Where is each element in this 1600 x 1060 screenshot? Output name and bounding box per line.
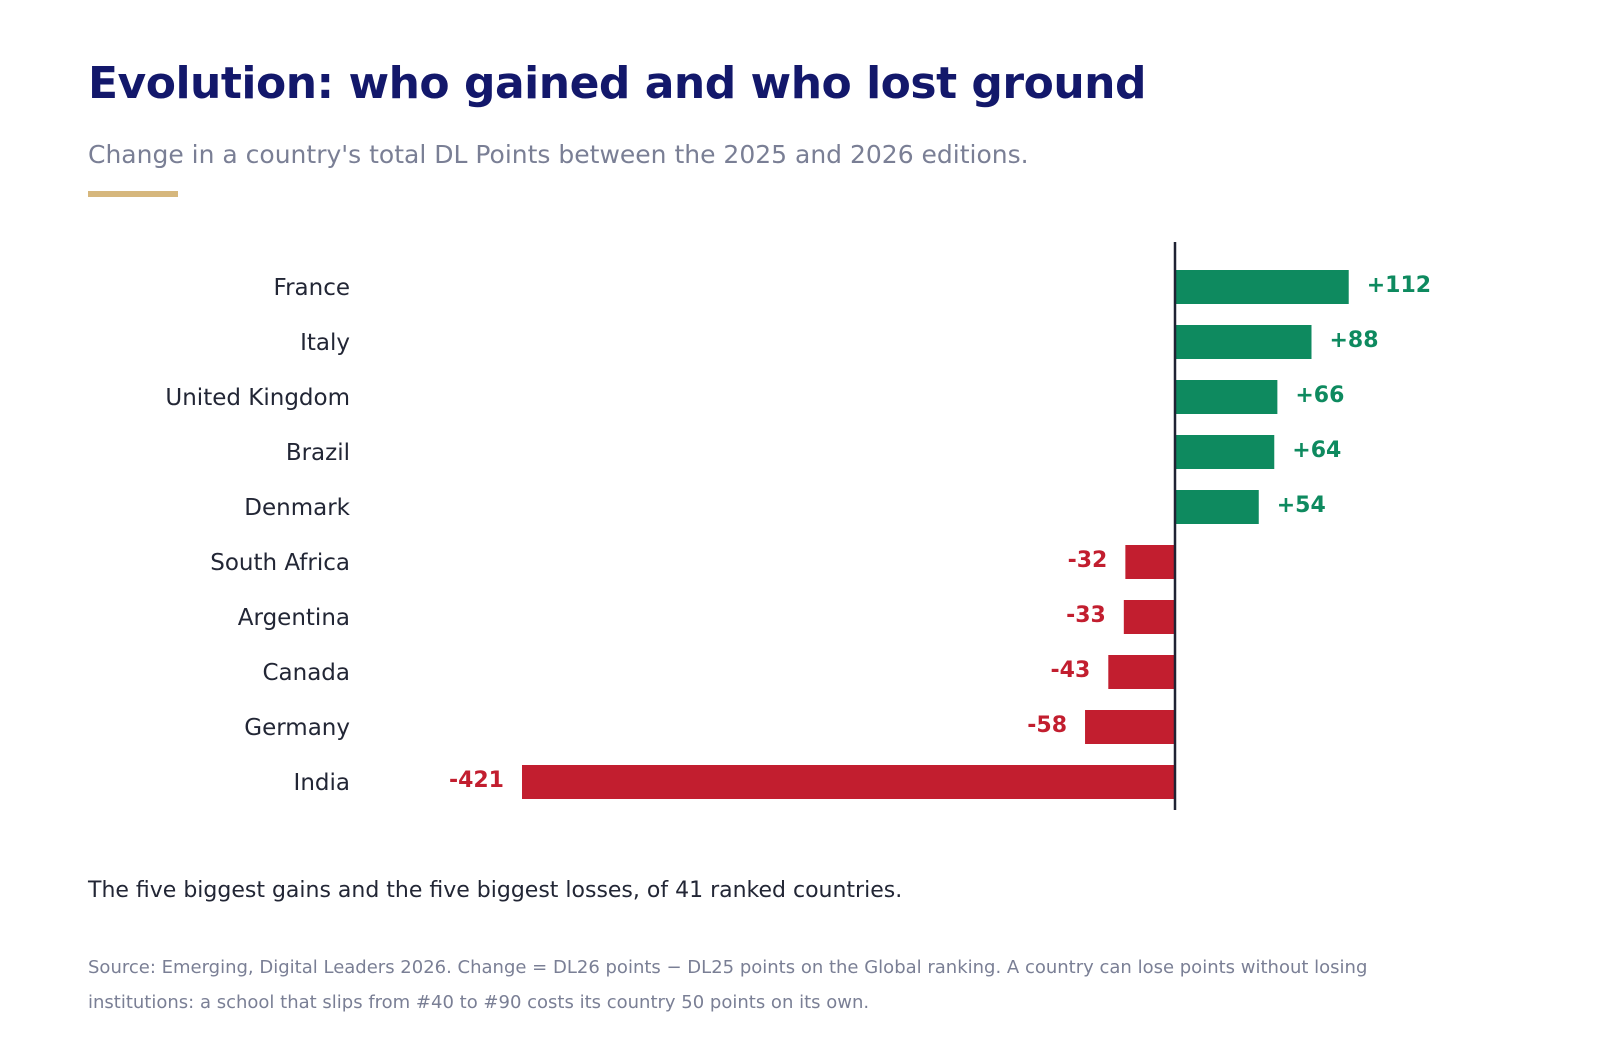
category-label-india: India [294, 770, 350, 796]
category-label-argentina: Argentina [238, 605, 350, 631]
data-label-germany: -58 [1027, 713, 1067, 738]
bar-italy [1175, 325, 1312, 359]
category-label-united-kingdom: United Kingdom [165, 385, 350, 411]
bar-brazil [1175, 435, 1275, 469]
bar-india [522, 765, 1175, 799]
bar-argentina [1123, 600, 1175, 634]
category-label-south-africa: South Africa [210, 550, 350, 576]
category-label-france: France [274, 275, 350, 301]
bar-united-kingdom [1175, 380, 1278, 414]
data-label-united-kingdom: +66 [1295, 383, 1344, 408]
category-label-italy: Italy [300, 330, 350, 356]
bar-germany [1085, 710, 1175, 744]
bar-chart: France +112 Italy +88 United Kingdom +66 Brazi… [165, 242, 1431, 810]
data-label-brazil: +64 [1292, 438, 1341, 463]
data-label-argentina: -33 [1066, 603, 1106, 628]
category-label-germany: Germany [244, 715, 350, 741]
data-label-canada: -43 [1051, 658, 1091, 683]
chart-caption: The five biggest gains and the five bigg… [88, 878, 903, 903]
data-label-italy: +88 [1329, 328, 1378, 353]
data-label-france: +112 [1367, 273, 1431, 298]
bar-south-africa [1125, 545, 1175, 579]
bar-canada [1108, 655, 1175, 689]
data-label-south-africa: -32 [1068, 548, 1108, 573]
category-label-denmark: Denmark [244, 495, 350, 521]
data-label-denmark: +54 [1277, 493, 1326, 518]
category-label-brazil: Brazil [286, 440, 350, 466]
accent-rule [88, 191, 178, 197]
category-label-canada: Canada [262, 660, 350, 686]
bar-france [1175, 270, 1349, 304]
chart-subtitle: Change in a country's total DL Points be… [88, 140, 1029, 169]
bar-denmark [1175, 490, 1259, 524]
data-label-india: -421 [449, 768, 504, 793]
chart-title: Evolution: who gained and who lost groun… [88, 58, 1147, 109]
source-note: Source: Emerging, Digital Leaders 2026. … [88, 957, 1368, 1013]
